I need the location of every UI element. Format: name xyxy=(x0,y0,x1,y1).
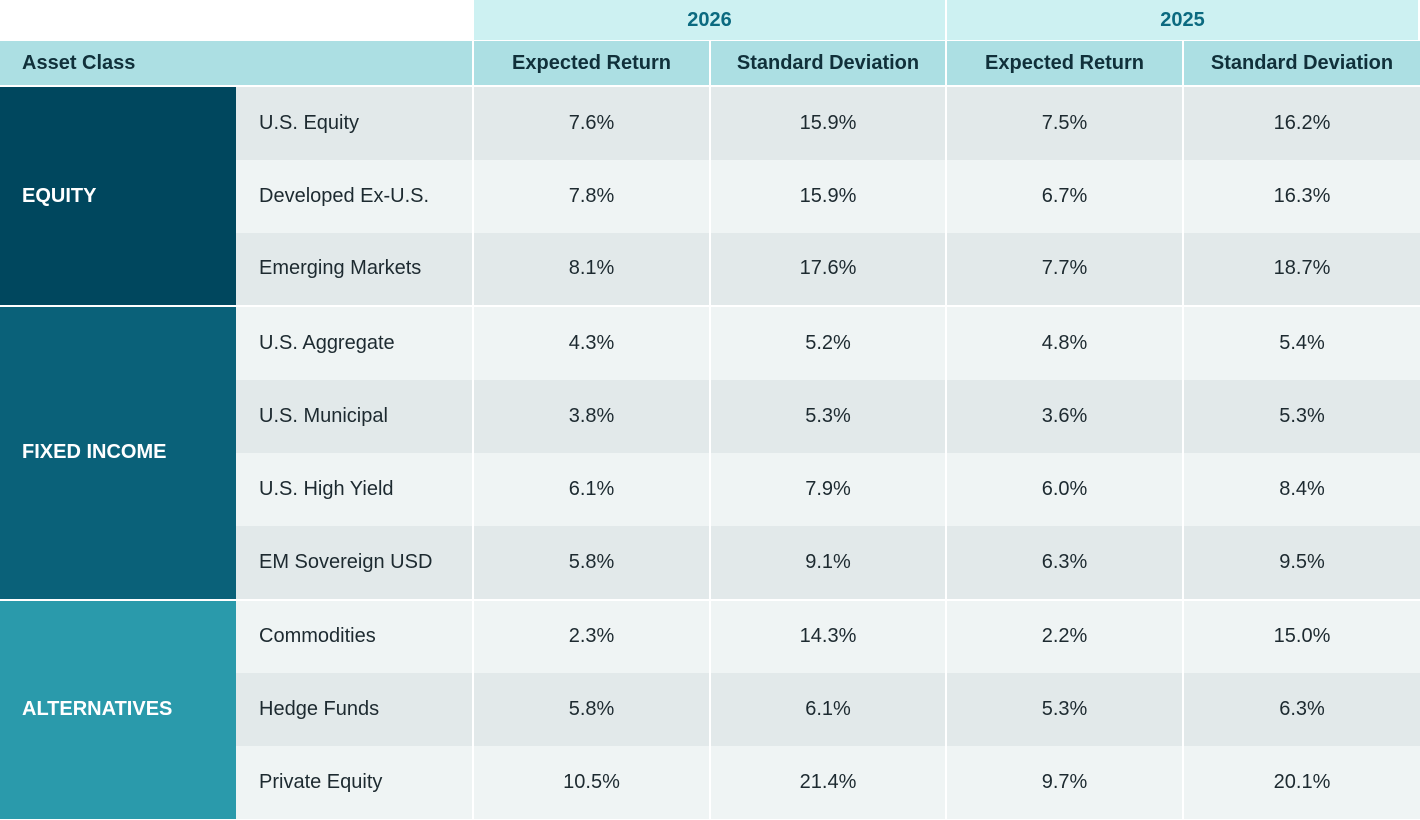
row-label: EM Sovereign USD xyxy=(236,525,472,599)
cell: 15.9% xyxy=(711,87,945,160)
cell: 10.5% xyxy=(474,746,709,819)
year-header: 2026 xyxy=(474,0,945,40)
column-header: Standard Deviation xyxy=(711,41,945,85)
cell: 7.9% xyxy=(711,453,945,526)
row-label: Emerging Markets xyxy=(236,232,472,306)
cell: 15.9% xyxy=(711,159,945,233)
group-label: ALTERNATIVES xyxy=(0,600,236,819)
cell: 18.7% xyxy=(1184,232,1420,306)
cell: 5.8% xyxy=(474,673,709,747)
row-label: U.S. Aggregate xyxy=(236,307,472,381)
row-label: U.S. Equity xyxy=(236,87,472,160)
group-label: EQUITY xyxy=(0,87,236,306)
cell: 6.3% xyxy=(947,525,1182,599)
cell: 17.6% xyxy=(711,232,945,306)
cell: 3.8% xyxy=(474,380,709,453)
cell: 7.5% xyxy=(947,87,1182,160)
row-label: Private Equity xyxy=(236,746,472,819)
cell: 21.4% xyxy=(711,746,945,819)
cell: 4.8% xyxy=(947,307,1182,381)
cell: 16.2% xyxy=(1184,87,1420,160)
cell: 16.3% xyxy=(1184,159,1420,233)
cell: 3.6% xyxy=(947,380,1182,453)
cell: 9.7% xyxy=(947,746,1182,819)
group-label: FIXED INCOME xyxy=(0,307,236,599)
cell: 8.1% xyxy=(474,232,709,306)
cell: 6.3% xyxy=(1184,673,1420,747)
row-label: U.S. High Yield xyxy=(236,453,472,526)
cell: 5.8% xyxy=(474,525,709,599)
cell: 7.8% xyxy=(474,159,709,233)
cell: 6.0% xyxy=(947,453,1182,526)
row-label: Developed Ex-U.S. xyxy=(236,159,472,233)
cell: 6.1% xyxy=(711,673,945,747)
cell: 7.7% xyxy=(947,232,1182,306)
year-header: 2025 xyxy=(947,0,1418,40)
cell: 9.1% xyxy=(711,525,945,599)
cell: 5.3% xyxy=(947,673,1182,747)
cell: 8.4% xyxy=(1184,453,1420,526)
cell: 20.1% xyxy=(1184,746,1420,819)
cell: 15.0% xyxy=(1184,600,1420,674)
column-header: Expected Return xyxy=(947,41,1182,85)
cell: 2.3% xyxy=(474,600,709,674)
cell: 6.7% xyxy=(947,159,1182,233)
cell: 5.2% xyxy=(711,307,945,381)
cell: 5.4% xyxy=(1184,307,1420,381)
column-header: Standard Deviation xyxy=(1184,41,1420,85)
cell: 5.3% xyxy=(711,380,945,453)
cell: 14.3% xyxy=(711,600,945,674)
cell: 7.6% xyxy=(474,87,709,160)
cell: 4.3% xyxy=(474,307,709,381)
cell: 2.2% xyxy=(947,600,1182,674)
row-label: U.S. Municipal xyxy=(236,380,472,453)
cell: 5.3% xyxy=(1184,380,1420,453)
cell: 6.1% xyxy=(474,453,709,526)
row-label: Hedge Funds xyxy=(236,673,472,747)
row-label: Commodities xyxy=(236,600,472,674)
asset-class-header: Asset Class xyxy=(0,41,472,85)
cell: 9.5% xyxy=(1184,525,1420,599)
column-header: Expected Return xyxy=(474,41,709,85)
